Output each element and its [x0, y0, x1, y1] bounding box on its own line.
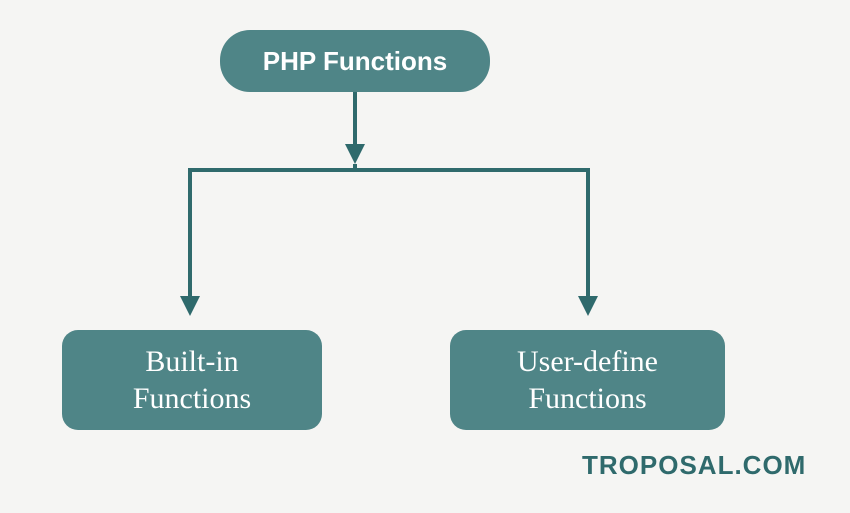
node-builtin-label: Built-in Functions: [133, 343, 251, 418]
node-builtin: Built-in Functions: [62, 330, 322, 430]
watermark-text: TROPOSAL.COM: [582, 450, 806, 481]
node-userdefine: User-define Functions: [450, 330, 725, 430]
node-root-label: PHP Functions: [263, 46, 447, 77]
node-userdefine-label: User-define Functions: [517, 343, 658, 418]
node-root: PHP Functions: [220, 30, 490, 92]
